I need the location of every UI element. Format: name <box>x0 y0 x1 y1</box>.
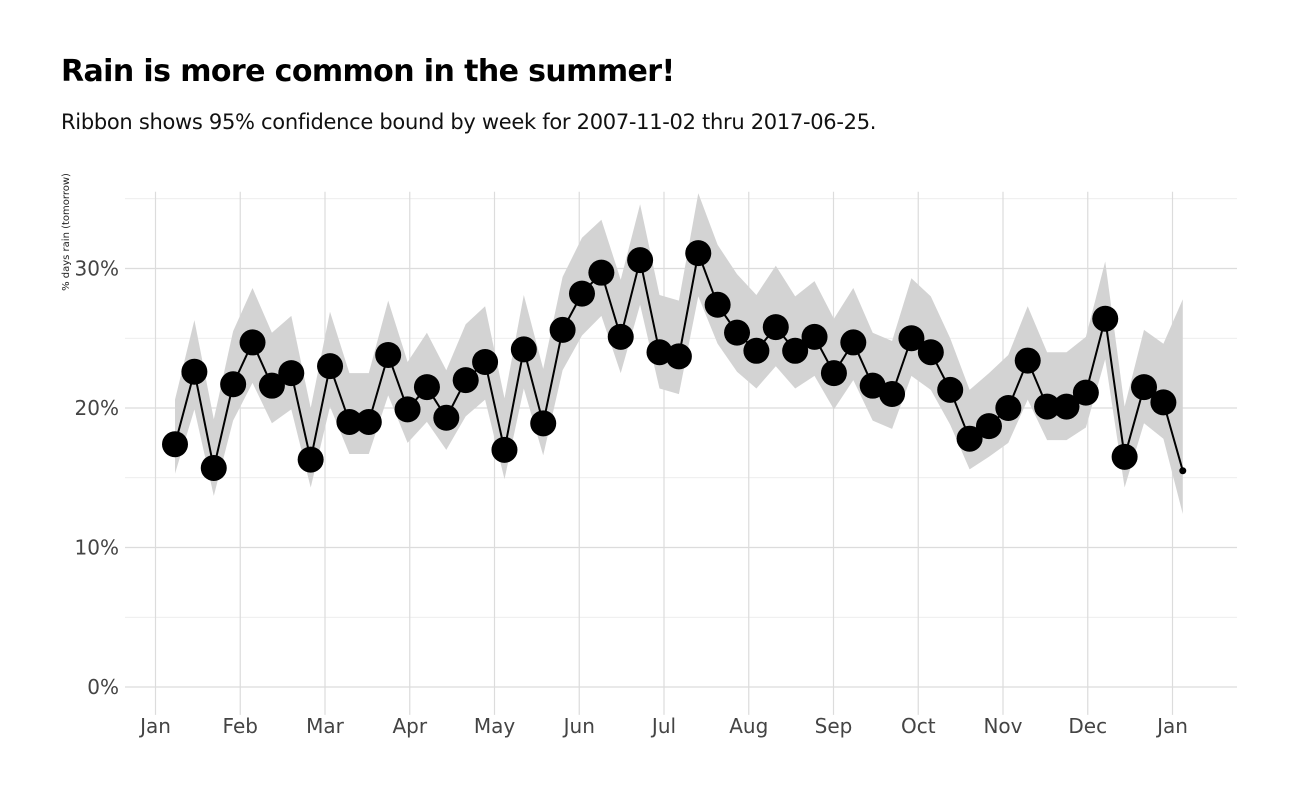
x-tick-label: Oct <box>901 714 936 738</box>
x-tick-label: Feb <box>223 714 258 738</box>
data-point <box>278 360 305 387</box>
data-point <box>239 329 266 356</box>
x-tick-label: Nov <box>983 714 1022 738</box>
data-point <box>820 360 847 387</box>
x-tick-label: Sep <box>815 714 853 738</box>
data-point <box>704 291 731 318</box>
data-point <box>665 343 692 370</box>
x-tick-label: May <box>474 714 516 738</box>
data-point <box>1072 379 1099 406</box>
x-tick-label: Dec <box>1068 714 1107 738</box>
data-point <box>937 376 964 403</box>
data-point <box>375 341 402 368</box>
x-tick-label: Jan <box>1155 714 1188 738</box>
x-tick-label: Jun <box>562 714 595 738</box>
x-axis-ticks: Jan Feb Mar Apr May Jun Jul Aug Sep Oct Nov Dec Jan <box>138 714 1188 738</box>
data-point <box>1131 374 1157 401</box>
data-point <box>762 314 789 341</box>
data-point <box>1111 443 1138 470</box>
data-point <box>956 425 983 452</box>
y-tick-label: 20% <box>75 396 119 420</box>
data-point <box>433 404 460 431</box>
data-point <box>898 325 925 352</box>
x-tick-label: Jul <box>650 714 676 738</box>
data-point <box>181 358 208 385</box>
data-point <box>1034 393 1061 420</box>
data-point <box>413 374 440 401</box>
data-point <box>840 329 867 356</box>
data-point <box>568 280 595 307</box>
data-point <box>782 337 809 364</box>
data-point <box>646 339 673 366</box>
data-point <box>452 367 479 394</box>
data-point <box>1014 347 1041 374</box>
data-point <box>491 436 518 463</box>
data-point <box>394 396 421 423</box>
y-tick-label: 0% <box>87 675 119 699</box>
y-axis-label: % days rain (tomorrow) <box>61 173 72 291</box>
data-point <box>975 413 1002 440</box>
data-point <box>162 431 188 458</box>
data-point <box>317 353 344 380</box>
y-tick-label: 10% <box>75 536 119 560</box>
data-point <box>297 446 324 473</box>
data-point <box>1092 305 1119 332</box>
x-tick-label: Jan <box>138 714 171 738</box>
data-point <box>607 323 634 350</box>
data-point <box>1053 393 1080 420</box>
y-axis-ticks: 0% 10% 20% 30% <box>75 257 119 700</box>
data-point <box>549 316 576 343</box>
data-point <box>995 395 1022 421</box>
y-tick-label: 30% <box>75 257 119 281</box>
x-tick-label: Apr <box>392 714 427 738</box>
data-point <box>355 408 382 435</box>
data-point <box>859 372 886 399</box>
data-point <box>472 348 499 375</box>
x-tick-label: Aug <box>729 714 768 738</box>
data-point <box>917 339 944 366</box>
data-point <box>724 319 751 346</box>
data-point <box>743 337 770 364</box>
x-tick-label: Mar <box>306 714 345 738</box>
data-point <box>258 372 285 399</box>
data-point <box>530 410 557 437</box>
series-points-layer <box>162 240 1187 481</box>
data-point <box>685 240 712 267</box>
data-point <box>588 259 615 286</box>
data-point <box>1150 389 1177 416</box>
data-point <box>336 408 363 435</box>
data-point <box>879 381 906 408</box>
data-point <box>200 454 227 481</box>
data-point <box>1179 467 1187 475</box>
chart-subtitle: Ribbon shows 95% confidence bound by wee… <box>61 110 877 134</box>
data-point <box>627 247 654 274</box>
chart-title: Rain is more common in the summer! <box>61 54 675 89</box>
data-point <box>220 371 247 398</box>
major-gridlines <box>125 191 1237 715</box>
data-point <box>801 323 828 350</box>
data-point <box>510 336 537 363</box>
